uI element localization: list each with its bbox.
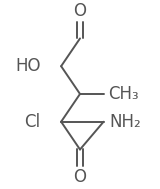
Text: HO: HO xyxy=(15,57,41,75)
Text: O: O xyxy=(73,2,87,20)
Text: Cl: Cl xyxy=(25,113,41,131)
Text: O: O xyxy=(73,168,87,186)
Text: NH₂: NH₂ xyxy=(110,113,142,131)
Text: CH₃: CH₃ xyxy=(108,85,139,103)
